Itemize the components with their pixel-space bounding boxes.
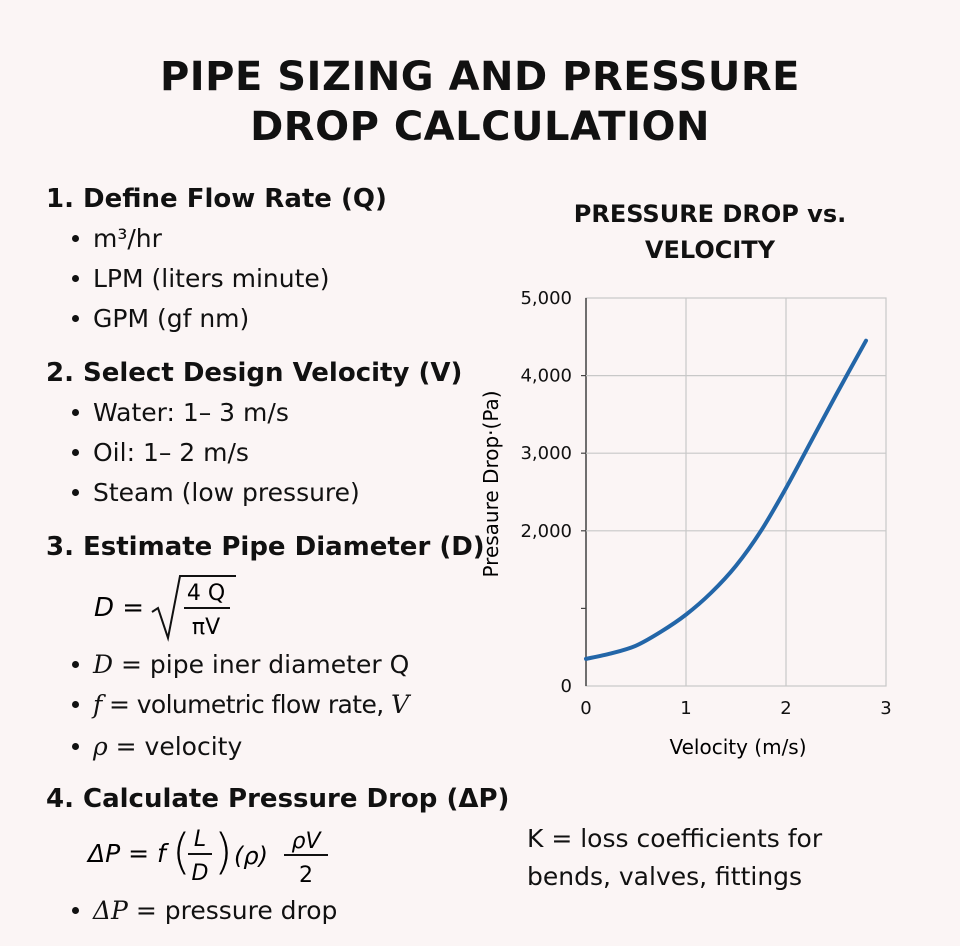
- section-heading-pressure-drop: 4. Calculate Pressure Drop (ΔP): [46, 784, 510, 814]
- loss-coefficient-note: K = loss coefficients for bends, valves,…: [527, 824, 823, 891]
- y-tick-label: 0: [561, 676, 572, 697]
- bullet-icon: [72, 660, 79, 668]
- bullet-icon: [72, 448, 79, 456]
- bullet-icon: [72, 700, 79, 708]
- bullet-icon: [72, 314, 79, 322]
- formula-frac2-num: ρV: [291, 829, 322, 854]
- list-item: LPM (liters minute): [72, 264, 330, 293]
- bullet-icon: [72, 408, 79, 416]
- chart-ticks: 0 1 2 3 0 2,000 3,000 4,000 5,000: [520, 288, 891, 719]
- y-tick-label: 4,000: [520, 366, 572, 387]
- page-title: PIPE SIZING AND PRESSURE DROP CALCULATIO…: [159, 54, 800, 150]
- list-item: D = pipe iner diameter Q: [72, 650, 409, 679]
- list-item: ΔP = pressure drop: [72, 896, 337, 925]
- pressure-velocity-chart: 0 1 2 3 0 2,000 3,000 4,000 5,000 Velocity (m/s)…: [479, 288, 892, 759]
- list-item: f = volumetric flow rate, V: [72, 690, 409, 719]
- bullet-icon: [72, 906, 79, 914]
- list-item: Oil: 1– 2 m/s: [72, 438, 249, 467]
- pressure-drop-formula: ΔP = f ( L D ) (ρ) ρV 2: [86, 824, 328, 888]
- x-axis-label: Velocity (m/s): [669, 735, 806, 759]
- x-tick-label: 3: [880, 698, 891, 719]
- section-heading-velocity: 2. Select Design Velocity (V): [46, 358, 463, 388]
- formula-frac2-den: 2: [299, 863, 313, 888]
- chart-grid: [585, 297, 887, 687]
- plot-frame: [585, 297, 887, 687]
- bullet-icon: [72, 274, 79, 282]
- y-tick-label: 3,000: [520, 443, 572, 464]
- y-tick-label: 2,000: [520, 521, 572, 542]
- formula-frac1-den: D: [192, 861, 209, 886]
- series-line: [584, 338, 868, 661]
- bullet-icon: [72, 488, 79, 496]
- x-tick-label: 1: [680, 698, 691, 719]
- formula-lhs: ΔP = f: [86, 839, 169, 868]
- diameter-formula: D = 4 Q πV: [94, 575, 236, 642]
- list-item: GPM (gf nm): [72, 304, 249, 333]
- y-axis-label: Presaure Drop·(Pa): [479, 390, 503, 577]
- formula-lhs: D =: [94, 593, 144, 623]
- bullet-icon: [72, 234, 79, 242]
- section-heading-flow-rate: 1. Define Flow Rate (Q): [46, 184, 387, 214]
- formula-frac1-num: L: [194, 827, 206, 852]
- formula-numerator: 4 Q: [187, 581, 225, 606]
- list-item: ρ = velocity: [72, 732, 242, 761]
- y-tick-label: 5,000: [520, 288, 572, 309]
- formula-denominator: πV: [192, 615, 220, 640]
- formula-mid: (ρ): [234, 842, 268, 870]
- paren-close: ): [214, 824, 233, 880]
- x-tick-label: 0: [580, 698, 591, 719]
- section-heading-diameter: 3. Estimate Pipe Diameter (D): [46, 532, 485, 562]
- paren-open: (: [172, 824, 191, 880]
- list-item: Water: 1– 3 m/s: [72, 398, 289, 427]
- chart-title: PRESSURE DROP vs. VELOCITY: [573, 200, 847, 264]
- list-item: m³/hr: [72, 224, 162, 253]
- bullet-icon: [72, 742, 79, 750]
- list-item: Steam (low pressure): [72, 478, 360, 507]
- sqrt-symbol: [151, 575, 236, 642]
- x-tick-label: 2: [780, 698, 791, 719]
